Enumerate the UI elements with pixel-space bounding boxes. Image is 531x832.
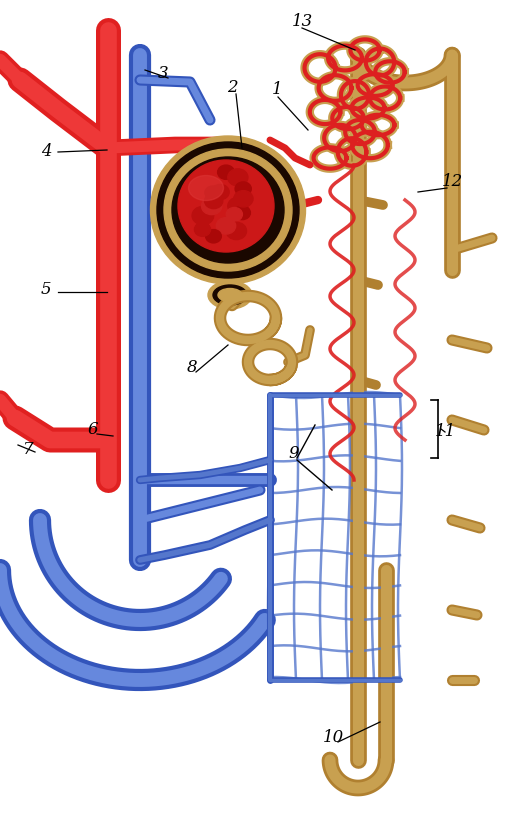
Ellipse shape	[234, 206, 251, 220]
Ellipse shape	[201, 197, 222, 215]
Ellipse shape	[189, 176, 224, 201]
Text: 8: 8	[187, 359, 198, 377]
Text: 2: 2	[227, 80, 237, 97]
Ellipse shape	[211, 185, 229, 200]
Ellipse shape	[234, 191, 253, 207]
Ellipse shape	[213, 285, 247, 305]
Text: 9: 9	[289, 444, 299, 462]
Ellipse shape	[235, 182, 251, 196]
Ellipse shape	[205, 230, 221, 243]
Ellipse shape	[218, 289, 242, 301]
Text: 12: 12	[441, 174, 463, 191]
Ellipse shape	[228, 197, 248, 215]
Text: 7: 7	[23, 442, 33, 458]
Text: 1: 1	[272, 82, 282, 98]
Ellipse shape	[204, 193, 223, 209]
Ellipse shape	[192, 206, 213, 225]
Text: 3: 3	[158, 66, 168, 82]
Ellipse shape	[178, 160, 274, 252]
Ellipse shape	[226, 207, 243, 221]
Text: 6: 6	[88, 422, 98, 438]
Text: 4: 4	[41, 143, 52, 161]
Ellipse shape	[208, 281, 252, 309]
Ellipse shape	[194, 223, 211, 236]
Ellipse shape	[226, 222, 246, 240]
Ellipse shape	[172, 157, 284, 263]
Text: 11: 11	[434, 423, 456, 440]
Ellipse shape	[228, 169, 248, 186]
Ellipse shape	[218, 165, 234, 180]
Text: 5: 5	[41, 281, 52, 299]
Ellipse shape	[216, 218, 236, 234]
Ellipse shape	[150, 136, 305, 284]
Ellipse shape	[205, 186, 220, 199]
Text: 10: 10	[322, 730, 344, 746]
Ellipse shape	[164, 149, 292, 271]
Ellipse shape	[157, 142, 299, 278]
Text: 13: 13	[292, 13, 313, 31]
